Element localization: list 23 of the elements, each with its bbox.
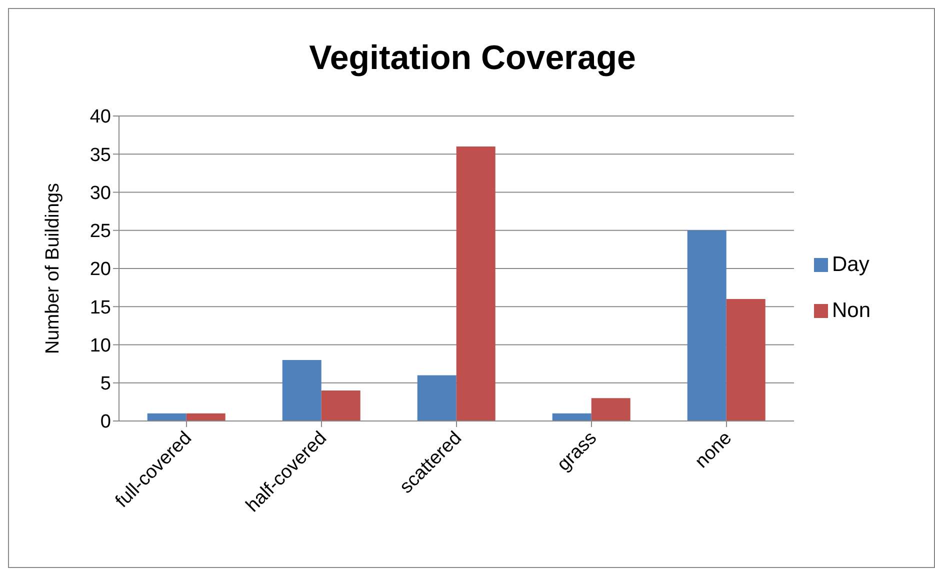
- legend-label: Non: [832, 299, 871, 322]
- bar: [456, 146, 496, 421]
- y-tick-label: 5: [100, 374, 111, 395]
- y-tick-label: 30: [90, 182, 111, 204]
- bar: [726, 299, 766, 421]
- bar: [186, 413, 226, 421]
- y-tick-label: 15: [90, 297, 111, 318]
- legend-label: Day: [832, 253, 870, 276]
- y-tick-label: 10: [90, 335, 111, 356]
- y-tick-label: 25: [90, 221, 111, 242]
- y-tick-label: 40: [90, 106, 111, 128]
- bar: [552, 413, 592, 421]
- bar: [321, 390, 360, 421]
- y-tick-label: 0: [100, 412, 111, 433]
- bar: [417, 375, 456, 421]
- y-tick-label: 35: [90, 144, 111, 166]
- y-axis-title: Number of Buildings: [42, 182, 64, 354]
- bar: [282, 360, 322, 421]
- chart-title: Vegitation Coverage: [308, 39, 637, 78]
- bar: [591, 398, 630, 421]
- bar: [687, 230, 726, 421]
- y-tick-label: 20: [90, 259, 111, 280]
- bar: [147, 413, 186, 421]
